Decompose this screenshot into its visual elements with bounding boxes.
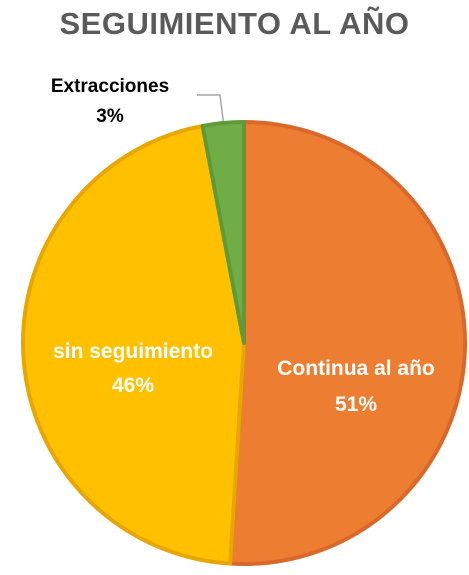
pie-slice-continua-al-año	[228, 120, 467, 566]
pie-slice-extracciones	[200, 120, 246, 345]
leader-line	[197, 94, 224, 122]
pie-slice-sin-seguimiento	[21, 123, 246, 566]
chart-title: SEGUIMIENTO AL AÑO	[59, 6, 410, 41]
slice-label-continua-al-año: Continua al año	[277, 357, 435, 380]
slice-label-sin-seguimiento: sin seguimiento	[53, 340, 213, 363]
slice-percent-continua-al-año: 51%	[335, 393, 377, 416]
slice-label-extracciones: Extracciones	[51, 76, 169, 97]
slice-percent-extracciones: 3%	[96, 106, 124, 127]
slice-percent-sin-seguimiento: 46%	[112, 374, 154, 397]
